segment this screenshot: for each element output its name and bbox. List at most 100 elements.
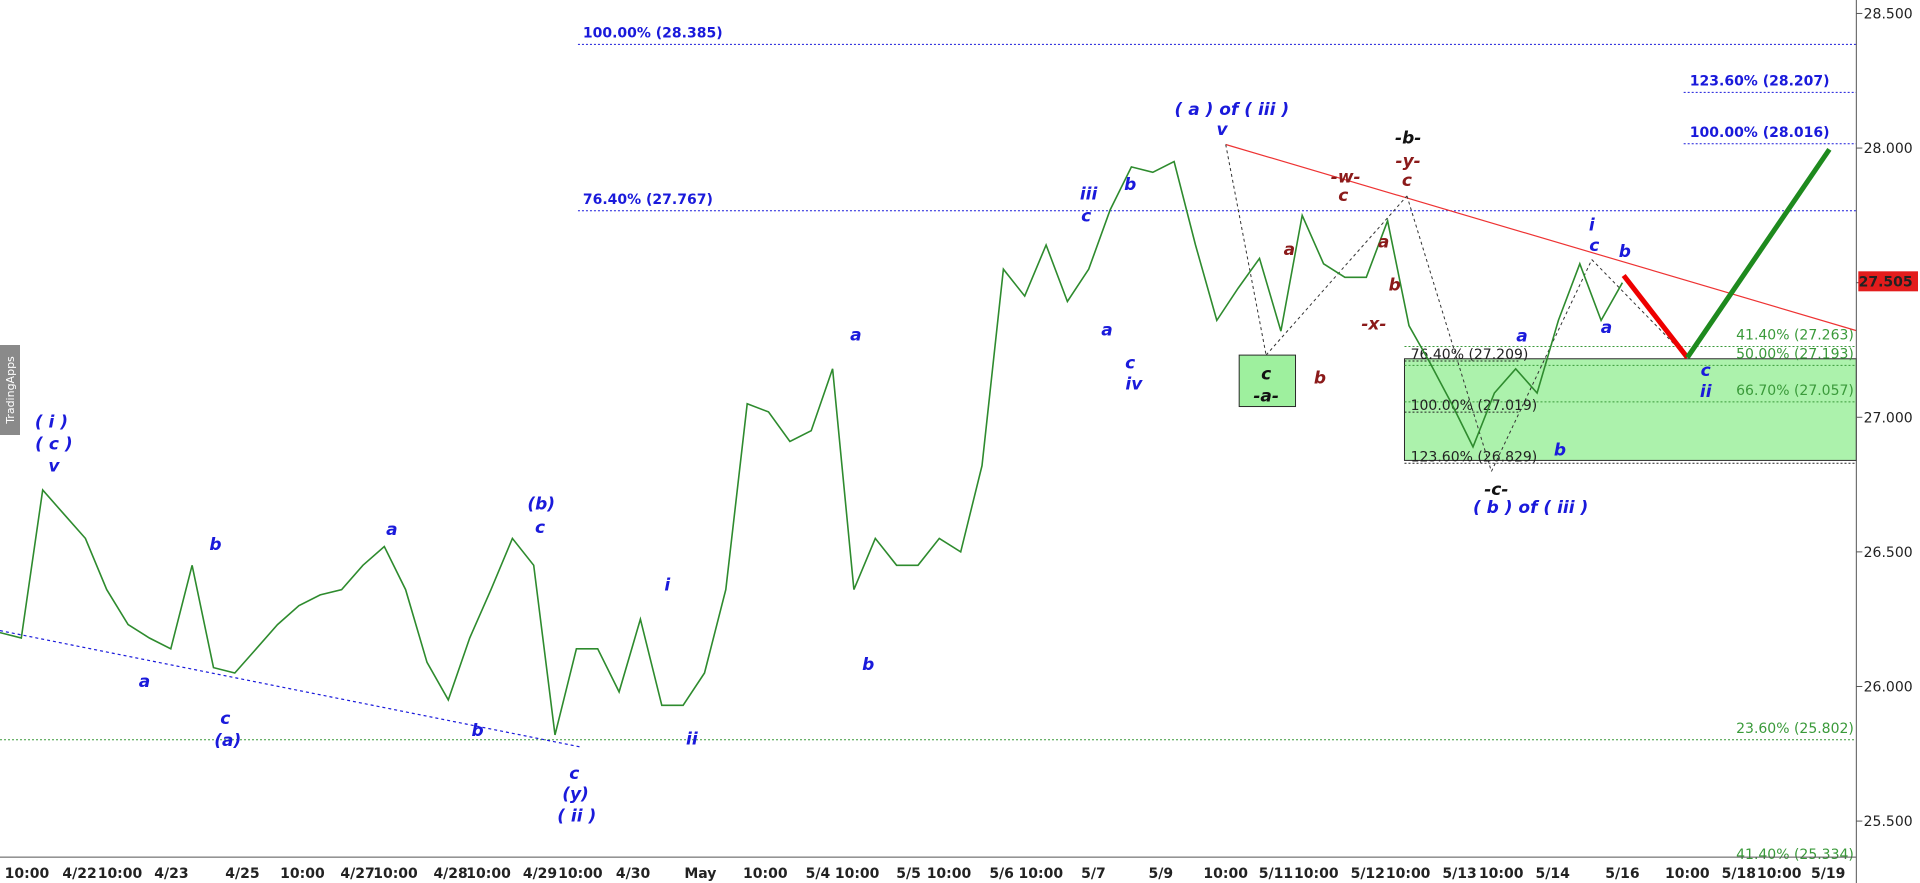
wave-label: ( b ) of ( iii )	[1473, 498, 1588, 518]
x-tick-label: 10:00	[558, 866, 603, 882]
x-tick-label: 10:00	[1757, 866, 1802, 882]
fib-label: 100.00% (27.019)	[1411, 398, 1538, 414]
wave-label: -y-	[1396, 152, 1421, 172]
wave-label: ii	[1700, 382, 1713, 402]
wave-label: (b)	[527, 494, 555, 514]
x-tick-label: 10:00	[743, 866, 788, 882]
wave-label: -w-	[1331, 168, 1361, 188]
wave-label: b	[1389, 275, 1401, 295]
wave-label: iv	[1125, 374, 1143, 394]
wave-label: c	[1402, 171, 1412, 191]
fib-label: 76.40% (27.209)	[1411, 347, 1529, 363]
watermark-tab	[0, 345, 20, 435]
fib-label: 50.00% (27.193)	[1736, 346, 1854, 362]
wave-label: b	[1554, 441, 1566, 461]
projection	[1685, 147, 1832, 359]
x-tick-label: 4/22	[62, 866, 96, 882]
y-tick-label: 28.000	[1864, 141, 1913, 157]
x-tick-label: 10:00	[5, 866, 50, 882]
wave-label: b	[1124, 175, 1136, 195]
zone	[1238, 354, 1297, 408]
fib-label: 100.00% (28.016)	[1690, 125, 1830, 141]
x-tick-label: 10:00	[373, 866, 418, 882]
y-tick-label: 25.500	[1864, 814, 1913, 830]
wave-link	[1406, 195, 1492, 472]
wave-label: c	[1338, 186, 1348, 206]
x-tick-label: 10:00	[1665, 866, 1710, 882]
x-tick-label: 10:00	[280, 866, 325, 882]
watermark: TradingApps	[4, 356, 17, 425]
x-tick-label: 5/4	[806, 866, 831, 882]
x-tick-label: 10:00	[1019, 866, 1064, 882]
x-tick-label: 4/30	[616, 866, 651, 882]
wave-label: i	[664, 575, 671, 595]
y-tick-label: 27.000	[1864, 410, 1913, 426]
x-tick-label: 5/14	[1535, 866, 1570, 882]
wave-label: -c-	[1484, 480, 1508, 500]
x-tick-label: 10:00	[927, 866, 972, 882]
wave-label: a	[850, 326, 861, 346]
wave-label: b	[209, 535, 221, 555]
fib-label: 123.60% (28.207)	[1690, 73, 1830, 89]
wave-link	[1591, 259, 1688, 358]
last-price: 27.505	[1859, 274, 1913, 290]
wave-label: c	[1081, 207, 1091, 227]
wave-label: c	[569, 764, 579, 784]
wave-label: ( i )	[35, 412, 68, 432]
wave-label: iii	[1080, 185, 1099, 205]
wave-label: (y)	[562, 785, 589, 805]
wave-label: b	[862, 655, 874, 675]
trendline	[1225, 143, 1857, 332]
price-line	[0, 160, 1624, 736]
x-tick-label: 5/12	[1351, 866, 1385, 882]
fib-label: 76.40% (27.767)	[583, 192, 713, 208]
wave-label: (a)	[214, 731, 241, 751]
wave-label: c	[1125, 354, 1135, 374]
x-tick-label: 10:00	[98, 866, 143, 882]
wave-label: b	[1314, 368, 1326, 388]
last-price-box	[1858, 271, 1918, 292]
wave-label: a	[386, 520, 397, 540]
wave-label: ( ii )	[557, 807, 596, 827]
zone	[1403, 358, 1857, 461]
x-tick-label: 10:00	[1203, 866, 1248, 882]
x-tick-label: 10:00	[835, 866, 880, 882]
wave-label: -b-	[1395, 128, 1421, 148]
y-tick-label: 26.000	[1864, 679, 1913, 695]
fib-label: 23.60% (25.802)	[1736, 721, 1854, 737]
wave-label: a	[1378, 232, 1389, 252]
wave-label: a	[1284, 240, 1295, 260]
x-tick-label: 10:00	[466, 866, 511, 882]
x-tick-label: 4/25	[225, 866, 259, 882]
wave-label: v	[48, 457, 60, 477]
wave-label: v	[1216, 120, 1228, 140]
wave-label: i	[1589, 215, 1596, 235]
wave-label: b	[471, 721, 483, 741]
wave-label: c	[220, 709, 230, 729]
wave-label: ( a ) of ( iii )	[1175, 100, 1290, 120]
x-tick-label: 10:00	[1294, 866, 1339, 882]
wave-label: c	[1589, 236, 1599, 256]
wave-label: c	[1701, 361, 1711, 381]
fib-label: 100.00% (28.385)	[583, 25, 723, 41]
x-tick-label: 10:00	[1479, 866, 1524, 882]
x-tick-label: 5/13	[1442, 866, 1476, 882]
fib-label: 41.40% (27.263)	[1736, 327, 1854, 343]
y-tick-label: 26.500	[1864, 545, 1913, 561]
x-tick-label: 10:00	[1386, 866, 1431, 882]
x-tick-label: 5/11	[1259, 866, 1293, 882]
x-tick-label: 4/28	[433, 866, 467, 882]
wave-label: a	[1516, 327, 1527, 347]
wave-label: ii	[686, 730, 699, 750]
x-tick-label: 4/23	[154, 866, 188, 882]
x-tick-label: 5/9	[1149, 866, 1174, 882]
wave-label: -a-	[1253, 387, 1279, 407]
wave-label: a	[1101, 321, 1112, 341]
x-tick-label: 4/29	[523, 866, 557, 882]
x-tick-label: May	[684, 866, 716, 882]
y-tick-label: 28.500	[1864, 6, 1913, 22]
wave-label: a	[1601, 318, 1612, 338]
x-tick-label: 5/18	[1722, 866, 1756, 882]
x-tick-label: 5/7	[1081, 866, 1106, 882]
